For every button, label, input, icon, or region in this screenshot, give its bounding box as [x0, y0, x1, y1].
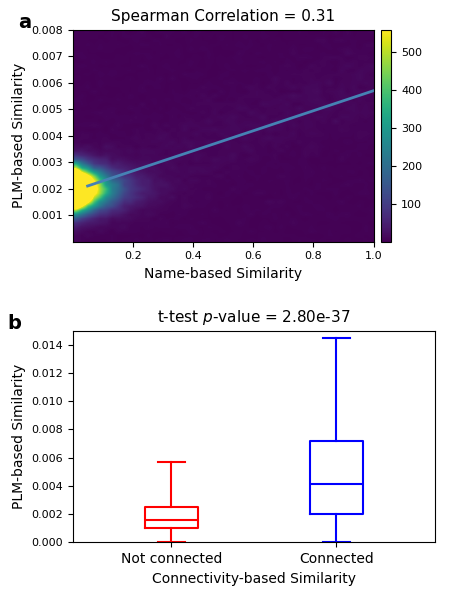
Title: Spearman Correlation = 0.31: Spearman Correlation = 0.31: [111, 10, 335, 24]
Text: a: a: [18, 13, 31, 32]
Text: b: b: [7, 313, 21, 333]
Y-axis label: PLM-based Similarity: PLM-based Similarity: [12, 364, 26, 509]
X-axis label: Name-based Similarity: Name-based Similarity: [144, 267, 302, 281]
Title: t-test $p$-value = 2.80e-37: t-test $p$-value = 2.80e-37: [157, 308, 351, 327]
X-axis label: Connectivity-based Similarity: Connectivity-based Similarity: [152, 572, 356, 586]
Y-axis label: PLM-based Similarity: PLM-based Similarity: [12, 63, 26, 209]
